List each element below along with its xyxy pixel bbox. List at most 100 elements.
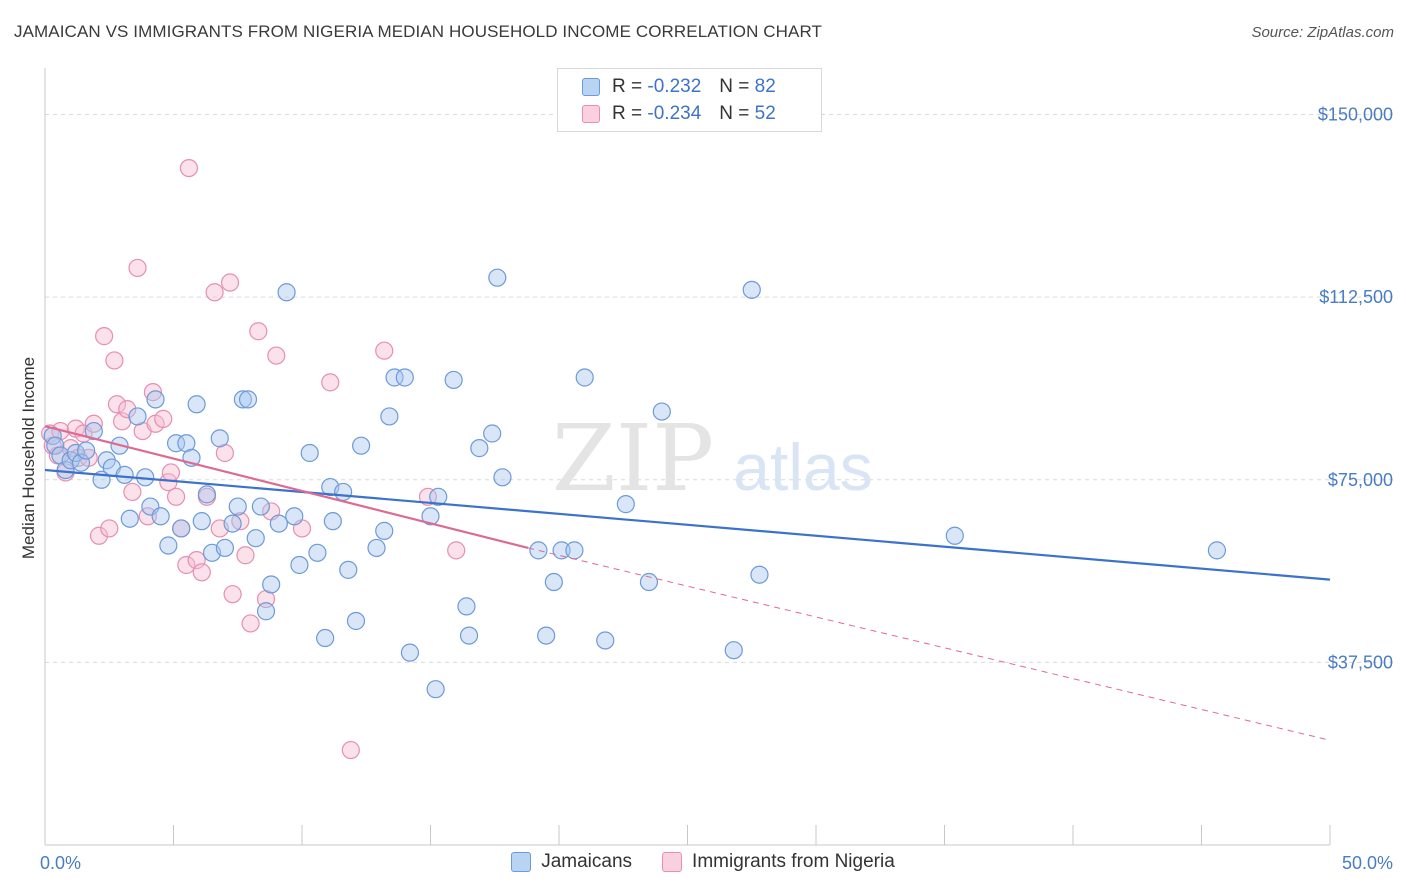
nigeria-point — [220, 273, 240, 292]
legend-n-value: 82 — [754, 76, 776, 97]
nigeria-point — [418, 487, 438, 506]
jamaican-trend-line — [44, 468, 1331, 581]
jamaican-point — [596, 631, 615, 650]
jamaican-point — [151, 507, 170, 526]
jamaican-points — [43, 268, 1227, 699]
nigeria-point — [107, 395, 127, 414]
jamaican-point — [616, 495, 635, 514]
jamaican-point — [470, 439, 489, 458]
jamaican-point — [290, 555, 309, 575]
jamaican-point — [346, 611, 366, 631]
jamaican-point — [262, 575, 281, 594]
nigeria-point — [236, 546, 255, 565]
jamaican-point — [529, 541, 548, 560]
nigeria-point — [95, 327, 114, 346]
jamaican-point — [159, 536, 178, 555]
jamaican-point — [146, 390, 165, 409]
y-tick-label: $150,000 — [1318, 105, 1393, 125]
y-tick-label: $37,500 — [1328, 652, 1393, 672]
jamaican-point — [395, 368, 414, 387]
jamaican-point — [375, 521, 394, 540]
legend-r-value: -0.232 — [647, 76, 702, 97]
jamaican-point — [488, 268, 507, 287]
legend-swatch-nigeria — [582, 105, 600, 123]
legend-n-value: 52 — [754, 103, 776, 124]
watermark: ZIP atlas — [552, 405, 873, 512]
legend-r-value: -0.234 — [647, 103, 702, 124]
legend-row-nigeria: R = -0.234 N = 52 — [582, 102, 776, 126]
legend-item-jamaicans: Jamaicans — [511, 851, 632, 873]
jamaican-point — [565, 541, 584, 560]
jamaican-point — [537, 626, 556, 645]
legend-label-nigeria: Immigrants from Nigeria — [692, 851, 895, 872]
jamaican-point — [215, 538, 234, 558]
grid-lines — [45, 114, 1395, 663]
nigeria-point — [205, 283, 224, 302]
jamaican-point — [400, 643, 420, 662]
trend-lines — [44, 425, 1331, 741]
jamaican-point — [277, 283, 296, 302]
nigeria-point — [267, 346, 286, 365]
nigeria-point — [241, 614, 260, 633]
jamaican-point — [483, 424, 502, 443]
jamaican-point — [444, 370, 463, 390]
jamaican-point — [210, 429, 229, 448]
x-tick-label: 0.0% — [40, 853, 81, 873]
jamaican-point — [187, 395, 206, 414]
nigeria-point — [84, 414, 103, 433]
jamaican-point — [339, 560, 358, 579]
jamaican-point — [251, 497, 270, 516]
tick-labels: $150,000 $112,500 $75,000 $37,500 0.0% 50.0% — [40, 105, 1393, 873]
jamaican-point — [120, 509, 139, 528]
jamaican-point — [724, 641, 743, 660]
nigeria-trend-extension — [528, 547, 1331, 741]
jamaican-point — [385, 368, 404, 387]
nigeria-point — [118, 400, 137, 419]
y-tick-label: $112,500 — [1319, 287, 1393, 307]
jamaican-point — [552, 541, 571, 560]
y-tick-label: $75,000 — [1328, 470, 1393, 490]
legend-swatch-nigeria — [662, 852, 683, 872]
legend-row-jamaicans: R = -0.232 N = 82 — [582, 75, 776, 99]
jamaican-point — [238, 390, 258, 409]
legend-r-label: R = — [612, 76, 643, 97]
y-axis-label: Median Household Income — [19, 357, 38, 559]
stats-legend: R = -0.232 N = 82 R = -0.234 N = 52 — [557, 68, 822, 132]
series-legend: Jamaicans Immigrants from Nigeria — [0, 851, 1406, 873]
jamaican-point — [421, 507, 440, 526]
jamaican-point — [300, 443, 319, 463]
jamaican-point — [228, 497, 247, 516]
jamaican-point — [223, 514, 242, 533]
x-tick-label: 50.0% — [1342, 853, 1393, 873]
nigeria-trend-line — [44, 425, 529, 550]
nigeria-point — [128, 258, 147, 278]
jamaican-point — [308, 543, 327, 562]
jamaican-point — [334, 482, 353, 502]
nigeria-point — [447, 541, 466, 560]
jamaican-point — [575, 368, 594, 387]
legend-r-label: R = — [612, 103, 643, 124]
jamaican-point — [197, 485, 217, 504]
jamaican-point — [459, 626, 479, 645]
jamaican-point — [945, 526, 964, 545]
jamaican-point — [323, 512, 342, 531]
jamaican-point — [77, 441, 96, 460]
legend-swatch-jamaicans — [511, 852, 532, 872]
jamaican-point — [115, 465, 134, 484]
nigeria-point — [223, 585, 242, 604]
nigeria-point — [123, 482, 142, 502]
jamaican-point — [426, 680, 445, 699]
jamaican-point — [742, 280, 761, 299]
jamaican-point — [352, 436, 371, 455]
jamaican-point — [367, 538, 386, 558]
chart-source: Source: ZipAtlas.com — [1251, 24, 1394, 41]
nigeria-point — [143, 383, 163, 402]
jamaican-point — [544, 572, 563, 592]
jamaican-point — [256, 602, 276, 621]
legend-swatch-jamaicans — [582, 78, 600, 96]
jamaican-point — [750, 565, 769, 584]
nigeria-point — [89, 526, 109, 545]
legend-n-label: N = — [719, 76, 750, 97]
legend-item-nigeria: Immigrants from Nigeria — [662, 851, 895, 873]
